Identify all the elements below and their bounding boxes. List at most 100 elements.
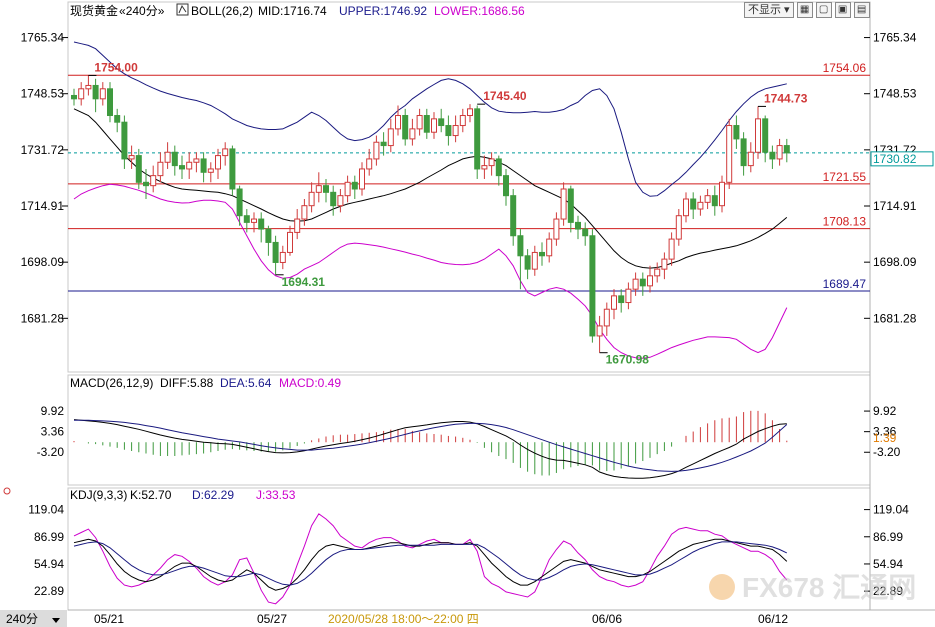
candle-body — [452, 125, 459, 137]
price-tick-left: 1714.91 — [21, 199, 65, 213]
candle-body — [157, 161, 164, 177]
candle — [632, 272, 639, 296]
candle-body — [395, 115, 401, 130]
hide-indicator-button[interactable]: 不显示 ▾ — [744, 2, 794, 18]
candle-body — [603, 308, 610, 327]
candle — [171, 145, 178, 176]
window-layout-icon[interactable]: ▣ — [834, 2, 851, 18]
candle-body — [740, 138, 747, 167]
candle-body — [373, 141, 380, 160]
candle — [452, 115, 459, 143]
candle — [330, 185, 337, 216]
candle-body — [474, 108, 481, 170]
candle-body — [611, 295, 617, 310]
candle — [654, 262, 661, 283]
current-price-label: 1730.82 — [873, 152, 917, 166]
period-dropdown-icon — [52, 618, 60, 623]
price-tick-right: 1748.53 — [873, 87, 917, 101]
footer-period: 240分 — [6, 612, 38, 626]
candle — [135, 148, 142, 189]
fullscreen-icon[interactable]: ▤ — [853, 2, 870, 18]
price-tick-left: 1748.53 — [21, 87, 65, 101]
candle — [193, 152, 200, 173]
indicator-settings-icon[interactable] — [3, 487, 11, 495]
price-annotations: 1754.00 1694.31 1745.40 1670.98 1744.73 — [88, 60, 808, 367]
candle-body — [222, 148, 229, 157]
candle-body — [488, 158, 495, 167]
candle-body — [510, 195, 517, 237]
candle — [783, 138, 790, 163]
chart-frame — [67, 1, 935, 611]
candle-body — [481, 165, 488, 170]
candle-body — [783, 145, 790, 154]
candle-body — [567, 188, 574, 223]
candle-body — [675, 215, 682, 240]
candle-body — [330, 191, 337, 207]
kdj-j-line — [73, 513, 788, 605]
date-label: 06/06 — [592, 612, 622, 626]
candle-body — [92, 84, 99, 100]
candle-body — [654, 268, 661, 277]
period-footer-box[interactable] — [0, 610, 67, 627]
candle-body — [315, 185, 322, 193]
candle — [481, 155, 488, 179]
svg-text:FX678 汇通网: FX678 汇通网 — [742, 572, 916, 603]
candle-body — [531, 251, 538, 270]
candle-body — [467, 108, 473, 117]
candle-body — [236, 188, 243, 217]
candle-body — [546, 238, 553, 257]
macd-title: MACD(26,12,9) — [70, 376, 153, 390]
kdj-title: KDJ(9,3,3) — [70, 488, 127, 502]
candle — [560, 182, 567, 226]
candle-body — [647, 275, 653, 287]
candle-body — [380, 141, 387, 147]
kdj-tick-left: 54.94 — [34, 557, 64, 571]
price-annotation: 1754.00 — [94, 60, 138, 74]
candle — [596, 315, 603, 353]
current-price-box — [870, 151, 934, 167]
candle-body — [200, 158, 207, 173]
boll-upper: UPPER:1746.92 — [339, 4, 427, 18]
kdj-tick-right: 22.89 — [873, 584, 903, 598]
candle-body — [639, 278, 646, 287]
price-tick-right: 1714.91 — [873, 199, 917, 213]
candle — [769, 145, 776, 169]
macd-panel: 9.92 9.923.36 3.36-3.20 -3.201.39 — [37, 404, 901, 479]
candle-body — [589, 235, 596, 337]
candle — [575, 215, 581, 240]
candle-body — [107, 88, 113, 117]
candle — [589, 229, 596, 343]
candle-body — [99, 88, 106, 100]
candle — [229, 145, 236, 196]
candle — [719, 175, 725, 213]
candle — [495, 155, 502, 186]
price-tick-left: 1731.72 — [21, 143, 65, 157]
candle-body — [164, 151, 171, 163]
macd-tick-right: -3.20 — [873, 445, 901, 459]
candle — [747, 142, 754, 173]
candle-body — [459, 115, 466, 127]
bollinger-bands — [73, 41, 788, 359]
candle-body — [517, 235, 524, 257]
boll-toggle-icon[interactable] — [176, 3, 189, 16]
candle — [445, 115, 452, 146]
kdj-d-line — [73, 541, 788, 586]
candle — [467, 104, 473, 123]
candle-body — [402, 115, 409, 140]
layout-grid-icon[interactable]: ▦ — [796, 2, 813, 18]
kdj-tick-right: 86.99 — [873, 530, 903, 544]
candle — [697, 195, 704, 216]
macd-tick-left: 3.36 — [41, 425, 65, 439]
watermark-logo: FX678 汇通网 — [709, 572, 916, 603]
candle-body — [344, 181, 351, 197]
level-label: 1689.47 — [823, 277, 867, 291]
candle-body — [683, 198, 689, 217]
price-annotation: 1670.98 — [606, 353, 650, 367]
candle-body — [769, 151, 776, 160]
zoom-out-icon[interactable]: ▢ — [815, 2, 832, 18]
candle-body — [294, 218, 301, 233]
crosshair-time: 2020/05/28 18:00～22:00 四 — [328, 612, 479, 626]
price-tick-left: 1698.09 — [21, 255, 65, 269]
candle — [294, 209, 301, 240]
